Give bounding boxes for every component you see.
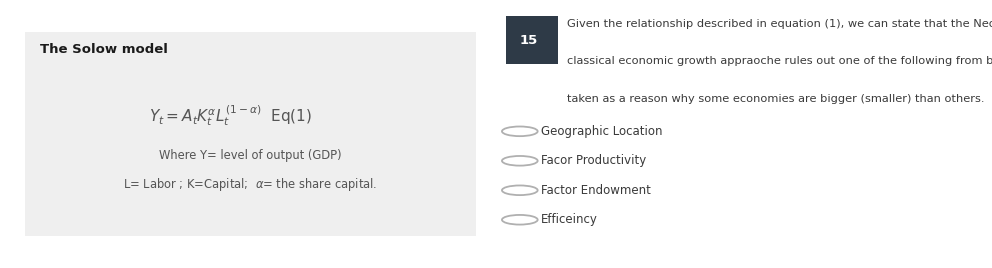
- FancyBboxPatch shape: [506, 16, 558, 64]
- Text: 15: 15: [520, 34, 539, 47]
- Text: Efficeincy: Efficeincy: [541, 213, 597, 226]
- Text: $Y_t = A_t K_t^{\alpha} L_t^{(1-\alpha)}$  Eq(1): $Y_t = A_t K_t^{\alpha} L_t^{(1-\alpha)}…: [149, 103, 312, 128]
- Text: L= Labor ; K=Capital;  $\alpha$= the share capital.: L= Labor ; K=Capital; $\alpha$= the shar…: [123, 176, 378, 193]
- FancyBboxPatch shape: [25, 32, 476, 236]
- Text: classical economic growth appraoche rules out one of the following from being: classical economic growth appraoche rule…: [567, 56, 992, 66]
- Text: Where Y= level of output (GDP): Where Y= level of output (GDP): [159, 149, 342, 162]
- Text: Geographic Location: Geographic Location: [541, 125, 662, 138]
- Text: The Solow model: The Solow model: [40, 43, 168, 56]
- Text: taken as a reason why some economies are bigger (smaller) than others.: taken as a reason why some economies are…: [567, 94, 985, 104]
- Text: Factor Endowment: Factor Endowment: [541, 184, 651, 197]
- Text: Facor Productivity: Facor Productivity: [541, 154, 646, 167]
- Text: Given the relationship described in equation (1), we can state that the Neo-: Given the relationship described in equa…: [567, 19, 992, 29]
